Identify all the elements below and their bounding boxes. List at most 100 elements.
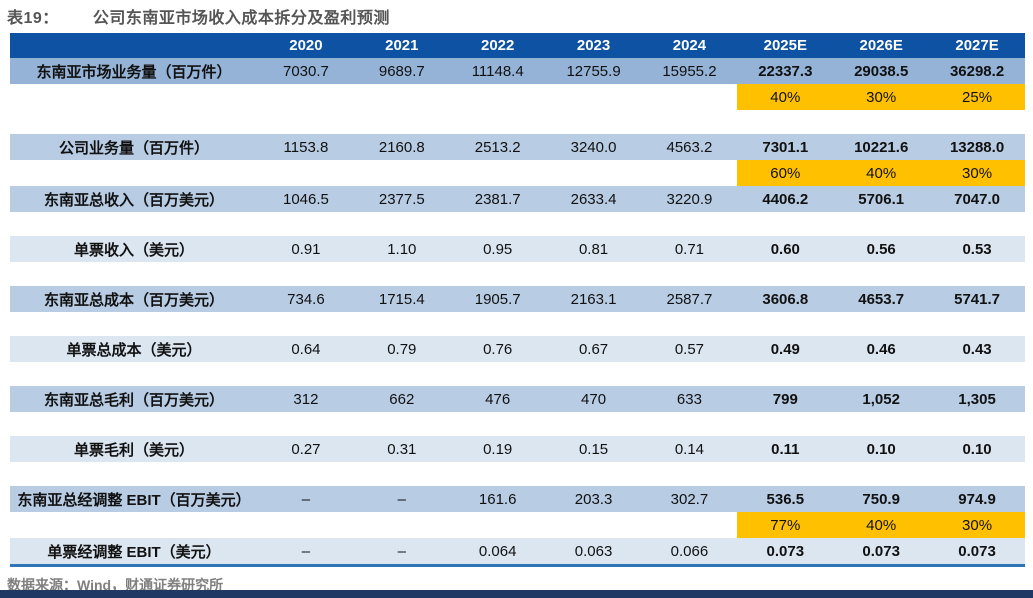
data-cell: 0.15 xyxy=(578,440,609,458)
data-cell: 0.76 xyxy=(483,340,513,358)
data-cell: 1046.5 xyxy=(282,190,329,208)
data-cell: 0.073 xyxy=(766,542,805,560)
year-header-cell: 2026E xyxy=(859,37,903,54)
growth-rate-cell: 60% xyxy=(737,160,834,186)
table-header-row: 2020 2021 2022 2023 2024 2025E 2026E 2027E xyxy=(10,33,1025,58)
data-cell: 29038.5 xyxy=(854,62,909,80)
data-cell: 0.57 xyxy=(674,340,705,358)
data-cell: 0.46 xyxy=(866,340,896,358)
growth-rate-cell: 40% xyxy=(737,84,834,110)
data-cell: 536.5 xyxy=(766,490,805,508)
data-cell: 0.49 xyxy=(770,340,800,358)
row-label: 单票毛利（美元） xyxy=(73,441,194,459)
data-cell: 12755.9 xyxy=(566,62,621,80)
table-row: 单票毛利（美元） 0.27 0.31 0.19 0.15 0.14 0.11 0.10 0.10 xyxy=(10,436,1025,462)
data-cell: 1,305 xyxy=(958,390,996,408)
table-row: 东南亚总毛利（百万美元） 312 662 476 470 633 799 1,052 1,305 xyxy=(10,386,1025,412)
spacer-row xyxy=(10,412,1025,436)
row-label: 公司业务量（百万件） xyxy=(58,139,209,157)
data-cell: 7030.7 xyxy=(282,62,329,80)
row-label: 东南亚总收入（百万美元） xyxy=(43,191,224,209)
data-cell: 662 xyxy=(389,390,415,408)
spacer-row xyxy=(10,110,1025,134)
growth-rate-cell: 25% xyxy=(929,84,1025,110)
table-row: 单票收入（美元） 0.91 1.10 0.95 0.81 0.71 0.60 0.56 0.53 xyxy=(10,236,1025,262)
growth-rate-cell: 30% xyxy=(833,84,930,110)
page-bottom-rule xyxy=(0,590,1033,598)
data-cell: 203.3 xyxy=(574,490,613,508)
row-label: 单票经调整 EBIT（美元） xyxy=(47,543,221,561)
data-cell: 0.073 xyxy=(958,542,996,560)
data-cell: 0.43 xyxy=(962,340,992,358)
data-cell: 36298.2 xyxy=(949,62,1005,80)
data-cell: 3606.8 xyxy=(762,290,809,308)
spacer-row xyxy=(10,362,1025,386)
table-row: 单票总成本（美元） 0.64 0.79 0.76 0.67 0.57 0.49 0.46 0.4… xyxy=(10,336,1025,362)
data-cell: 2377.5 xyxy=(378,190,425,208)
row-label: 东南亚总成本（百万美元） xyxy=(43,291,224,309)
table-number-label: 表19： xyxy=(7,10,59,27)
data-cell: – xyxy=(301,542,311,560)
data-cell: 476 xyxy=(485,390,511,408)
forecast-table: 2020 2021 2022 2023 2024 2025E 2026E 2027E 东南亚市场… xyxy=(10,33,1025,567)
data-cell: 312 xyxy=(293,390,319,408)
growth-rate-cell: 40% xyxy=(833,160,930,186)
data-cell: 15955.2 xyxy=(662,62,717,80)
table-row: 单票经调整 EBIT（美元） – – 0.064 0.063 0.066 0.073 0.07… xyxy=(10,538,1025,567)
data-cell: 2633.4 xyxy=(570,190,617,208)
data-cell: 0.073 xyxy=(862,542,900,560)
data-cell: 0.81 xyxy=(578,240,609,258)
data-cell: 3240.0 xyxy=(570,138,617,156)
data-cell: 5741.7 xyxy=(954,290,1000,308)
data-cell: 470 xyxy=(581,390,607,408)
growth-rate-row: 40% 30% 25% xyxy=(10,84,1025,110)
year-header-cell: 2025E xyxy=(763,37,807,54)
spacer-row xyxy=(10,212,1025,236)
data-cell: 0.91 xyxy=(291,240,321,258)
data-cell: 302.7 xyxy=(670,490,709,508)
data-cell: 0.10 xyxy=(866,440,896,458)
data-cell: 0.31 xyxy=(387,440,417,458)
data-cell: 799 xyxy=(772,390,798,408)
table-row: 公司业务量（百万件） 1153.8 2160.8 2513.2 3240.0 4563.2… xyxy=(10,134,1025,160)
data-cell: 1715.4 xyxy=(378,290,425,308)
data-cell: 22337.3 xyxy=(758,62,813,80)
growth-rate-cell: 40% xyxy=(833,512,930,538)
data-cell: 0.56 xyxy=(866,240,896,258)
data-cell: 0.066 xyxy=(670,542,709,560)
data-cell: 2587.7 xyxy=(666,290,713,308)
data-cell: 0.71 xyxy=(674,240,705,258)
data-cell: 0.063 xyxy=(574,542,613,560)
data-cell: 4653.7 xyxy=(858,290,905,308)
data-cell: 1.10 xyxy=(387,240,417,258)
data-cell: – xyxy=(301,490,311,508)
data-source-note: 数据来源：Wind，财通证券研究所 xyxy=(7,577,224,593)
data-cell: 0.79 xyxy=(387,340,417,358)
data-cell: 0.064 xyxy=(478,542,517,560)
year-header-cell: 2022 xyxy=(481,37,515,54)
data-cell: 974.9 xyxy=(958,490,996,508)
data-cell: 0.14 xyxy=(674,440,705,458)
data-cell: 750.9 xyxy=(862,490,900,508)
table-title: 表19： 公司东南亚市场收入成本拆分及盈利预测 xyxy=(7,4,390,28)
year-header-cell: 2021 xyxy=(385,37,419,54)
table-row: 东南亚总经调整 EBIT（百万美元） – – 161.6 203.3 302.7 536.5… xyxy=(10,486,1025,512)
data-cell: 1153.8 xyxy=(283,138,329,156)
spacer-row xyxy=(10,262,1025,286)
data-cell: 0.64 xyxy=(291,340,321,358)
year-header-cell: 2023 xyxy=(576,37,611,54)
table-row: 东南亚总收入（百万美元） 1046.5 2377.5 2381.7 2633.4 3220… xyxy=(10,186,1025,212)
data-cell: 0.27 xyxy=(291,440,321,458)
data-cell: 10221.6 xyxy=(854,138,909,156)
row-label: 东南亚总经调整 EBIT（百万美元） xyxy=(17,491,251,509)
spacer-row xyxy=(10,462,1025,486)
growth-rate-row: 60% 40% 30% xyxy=(10,160,1025,186)
data-cell: 11148.4 xyxy=(471,62,524,80)
data-cell: 4563.2 xyxy=(666,138,713,156)
data-cell: 7301.1 xyxy=(762,138,809,156)
data-cell: 0.60 xyxy=(770,240,800,258)
data-cell: 633 xyxy=(676,390,702,408)
spacer-row xyxy=(10,312,1025,336)
growth-rate-row: 77% 40% 30% xyxy=(10,512,1025,538)
